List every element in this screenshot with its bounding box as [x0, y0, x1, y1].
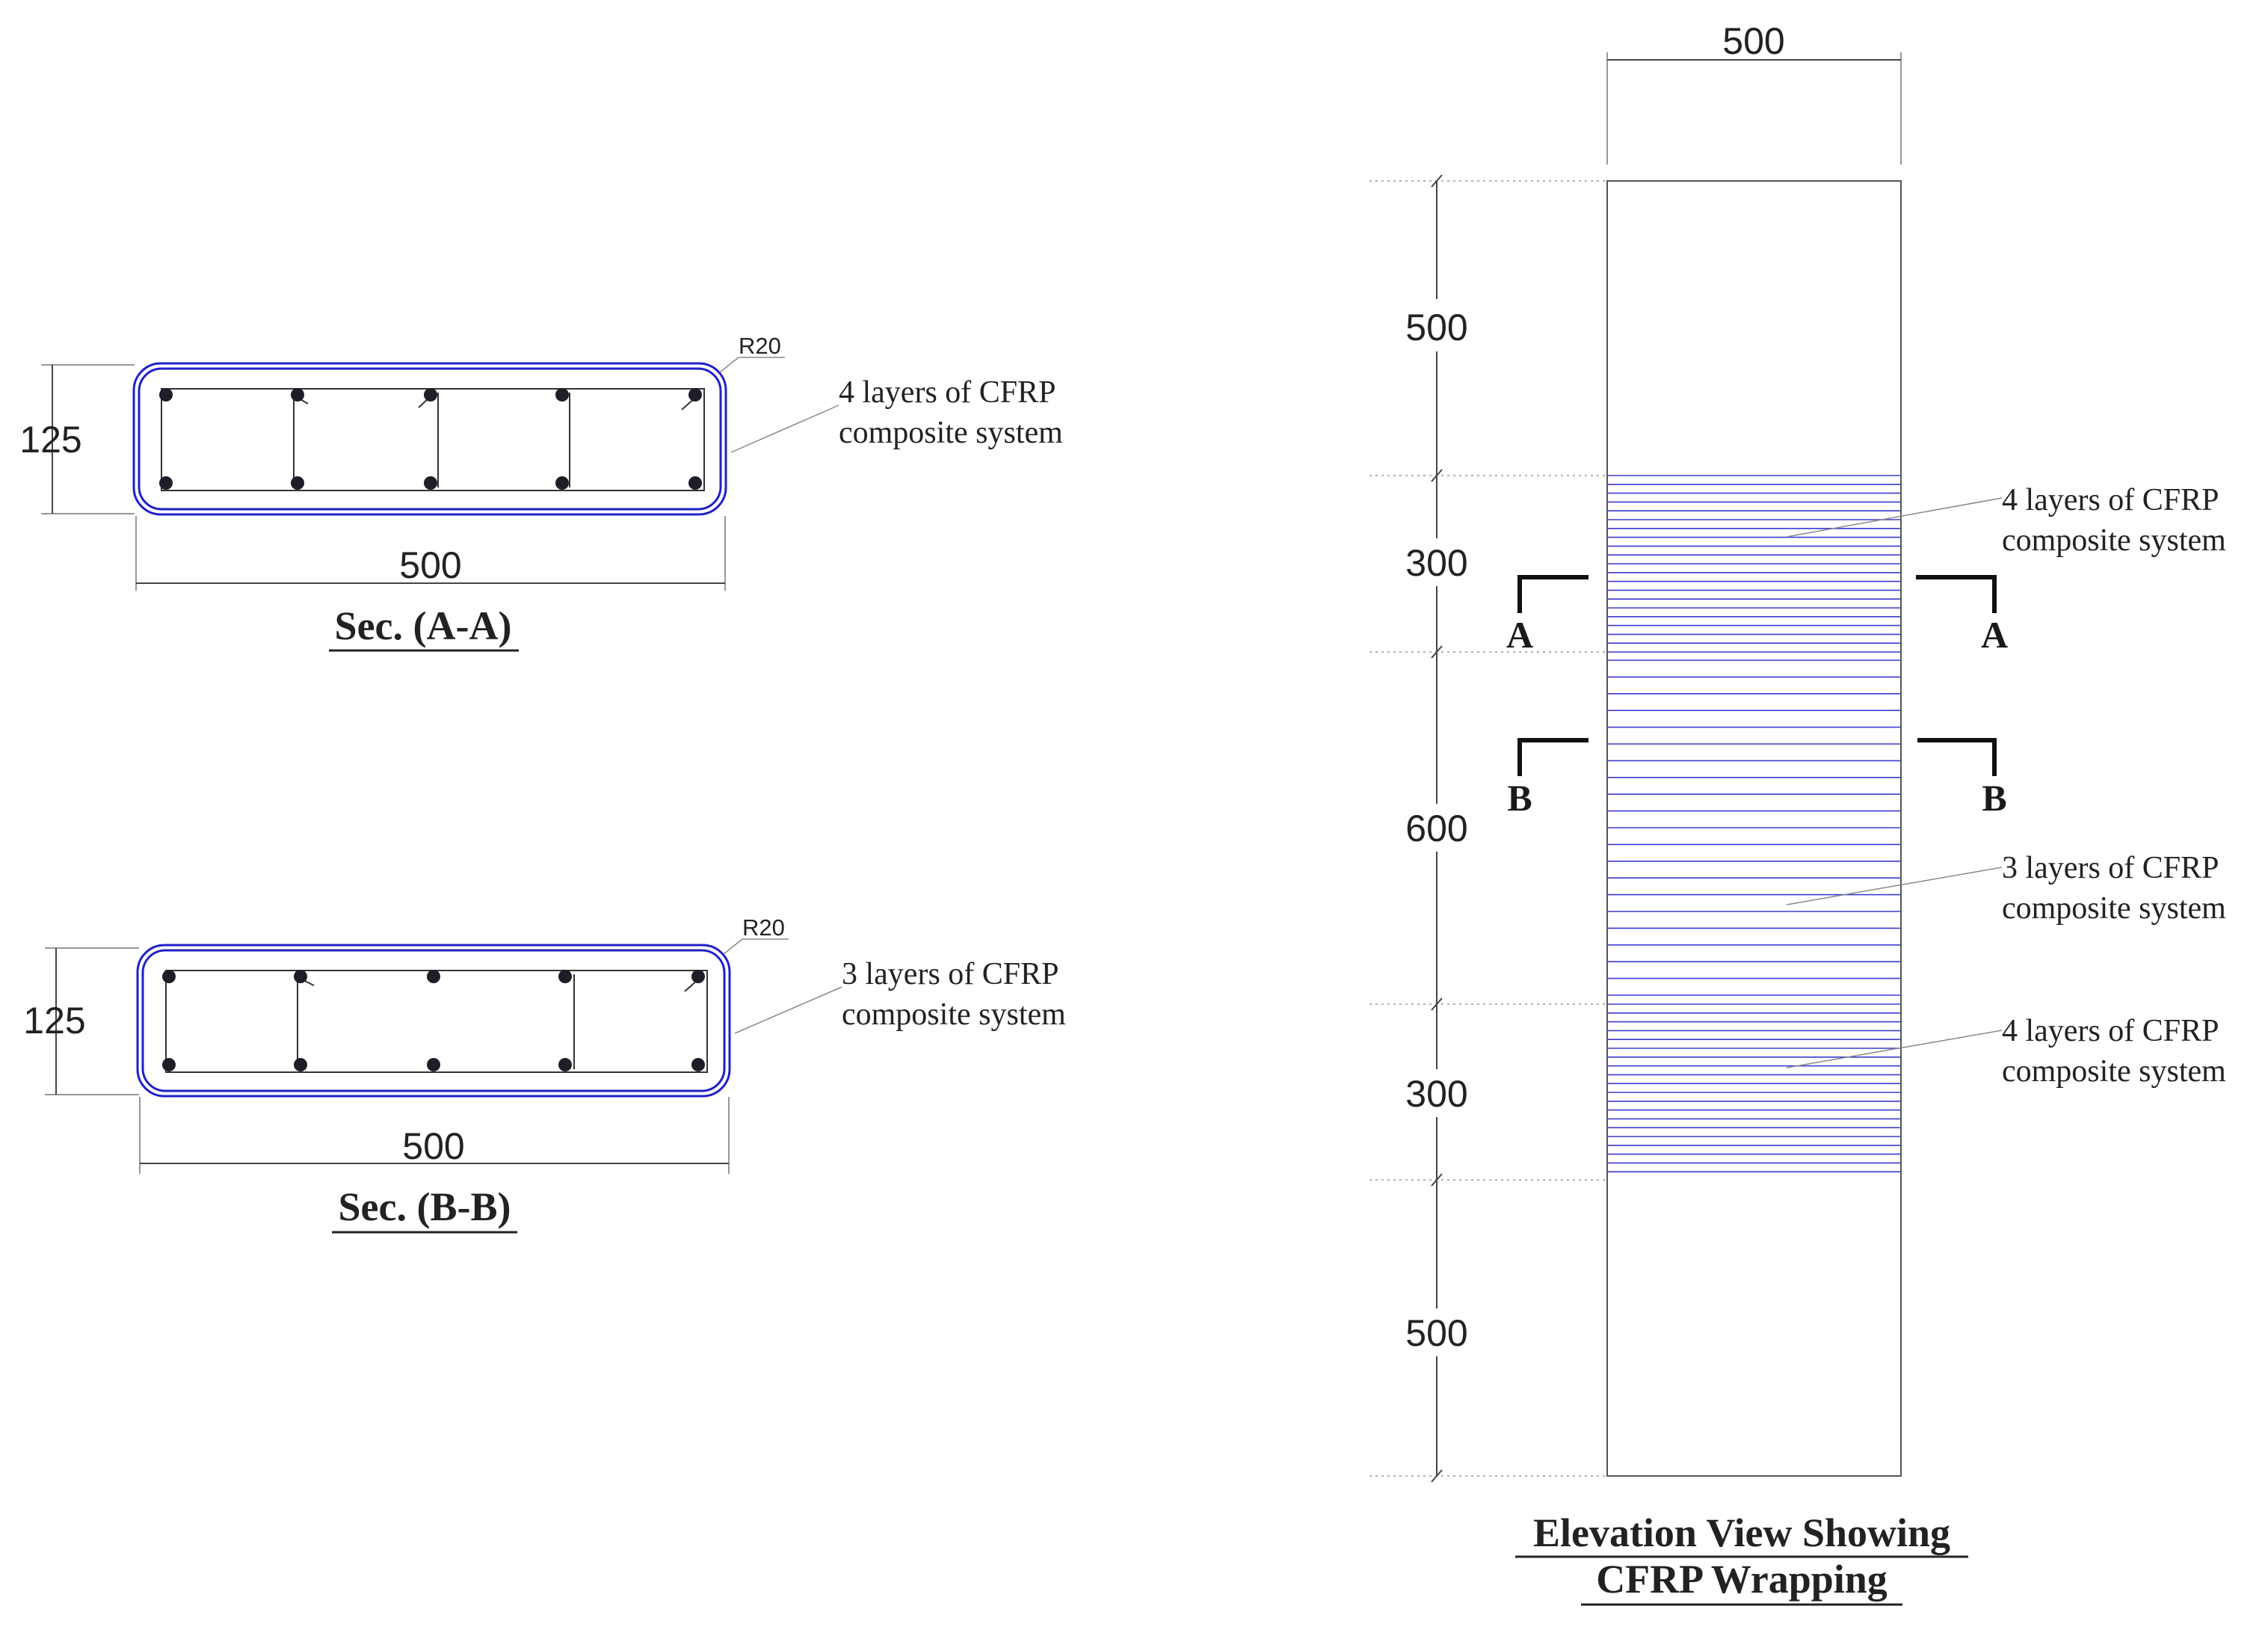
aa-note-line2: composite system	[839, 416, 1063, 450]
cut-label-b-right: B	[1982, 777, 2006, 819]
elev-wrap-4-layers-top	[1607, 475, 1901, 653]
aa-rebar	[159, 388, 173, 402]
elev-note-3-line2: composite system	[2002, 1054, 2226, 1089]
bb-width-label: 500	[402, 1125, 464, 1167]
bb-rebar	[691, 970, 705, 983]
aa-radius-label: R20	[739, 333, 781, 359]
elev-label-mask	[1392, 1069, 1482, 1117]
cut-marker-a-right	[1916, 575, 1997, 613]
elev-chain-tick	[1431, 997, 1443, 1011]
aa-rebar	[159, 476, 173, 490]
elev-note-leader-3	[1786, 1030, 2003, 1068]
elev-note-3-line1: 4 layers of CFRP	[2002, 1014, 2219, 1048]
bb-rebar	[162, 970, 176, 983]
bb-rebar	[691, 1058, 705, 1071]
elev-segment-label-5: 500	[1405, 1312, 1467, 1354]
bb-rebar	[162, 1058, 176, 1071]
elev-note-1-line1: 4 layers of CFRP	[2002, 483, 2219, 517]
cut-label-a-left: A	[1506, 614, 1533, 656]
elev-segment-label-3: 600	[1405, 808, 1467, 849]
elev-chain-tick	[1431, 645, 1443, 659]
bb-cfrp-inner	[141, 949, 726, 1092]
elev-wrap-4-layers-bottom	[1607, 1003, 1901, 1172]
aa-title: Sec. (A-A)	[335, 603, 512, 648]
elevation-view: 500 500 300 600 300 500 A	[1369, 20, 2226, 1606]
elev-column-outline	[1606, 180, 1902, 1477]
bb-rebar	[294, 970, 307, 983]
elev-label-mask	[1392, 299, 1482, 351]
elev-title-line2: CFRP Wrapping	[1596, 1557, 1888, 1602]
elev-label-mask	[1392, 804, 1482, 852]
bb-note-line1: 3 layers of CFRP	[842, 957, 1059, 991]
cut-marker-b-right	[1917, 738, 1997, 776]
aa-width-label: 500	[399, 544, 461, 586]
aa-note-line1: 4 layers of CFRP	[839, 375, 1056, 410]
bb-rebar	[558, 1058, 572, 1071]
elev-chain-tick	[1431, 1173, 1443, 1187]
aa-rebar	[688, 388, 702, 402]
bb-title: Sec. (B-B)	[339, 1184, 511, 1229]
aa-rebar	[555, 388, 569, 402]
elev-note-2-line2: composite system	[2002, 891, 2226, 926]
elev-label-mask	[1392, 538, 1482, 586]
section-aa: 125 500 R20 4 layers of CFRP composite	[19, 333, 1063, 652]
bb-radius-label: R20	[742, 914, 785, 941]
bb-rebar	[427, 1058, 440, 1071]
aa-rebar	[688, 476, 702, 490]
elev-chain-tick	[1431, 1469, 1443, 1483]
bb-rebar	[294, 1058, 307, 1071]
bb-rebar	[427, 970, 440, 983]
bb-height-label: 125	[23, 1000, 85, 1042]
cut-label-a-right: A	[1981, 614, 2008, 656]
aa-note-leader	[730, 405, 839, 453]
elev-note-leader-1	[1786, 497, 2003, 538]
elev-segment-label-1: 500	[1405, 307, 1467, 348]
bb-stirrup-outer	[165, 970, 708, 1073]
elev-width-label: 500	[1722, 20, 1784, 62]
aa-rebar	[424, 388, 437, 402]
bb-note-leader	[734, 986, 842, 1034]
elev-chain-tick	[1431, 174, 1443, 188]
aa-rebar	[424, 476, 437, 490]
aa-cfrp-inner	[138, 367, 722, 511]
bb-rebar	[558, 970, 572, 983]
aa-rebar	[291, 476, 304, 490]
elev-segment-label-4: 300	[1405, 1073, 1467, 1115]
bb-radius-leader	[723, 938, 743, 955]
cut-label-b-left: B	[1507, 777, 1532, 819]
aa-rebar	[555, 476, 569, 490]
elev-note-2-line1: 3 layers of CFRP	[2002, 851, 2219, 885]
elev-wrap-3-layers-middle	[1607, 659, 1901, 996]
elev-note-1-line2: composite system	[2002, 523, 2226, 558]
bb-note-line2: composite system	[842, 997, 1066, 1032]
aa-cfrp-outer	[132, 362, 727, 516]
elev-note-leader-2	[1786, 867, 2003, 905]
elev-chain-tick	[1431, 469, 1443, 482]
cut-marker-b-left	[1517, 738, 1588, 776]
elev-title-line1: Elevation View Showing	[1533, 1510, 1950, 1555]
bb-cfrp-outer	[136, 944, 731, 1098]
cut-marker-a-left	[1517, 575, 1588, 613]
aa-rebar	[291, 388, 304, 402]
elev-label-mask	[1392, 1308, 1482, 1356]
aa-radius-leader	[719, 357, 739, 373]
section-bb: 125 500 R20 3 layers of CFRP composite s…	[23, 914, 1066, 1234]
aa-stirrup-outer	[161, 388, 705, 491]
elev-segment-label-2: 300	[1405, 542, 1467, 584]
aa-height-label: 125	[19, 419, 81, 461]
